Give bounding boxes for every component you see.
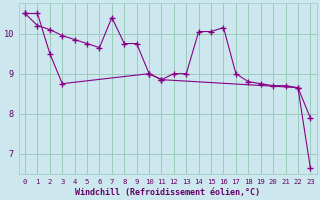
X-axis label: Windchill (Refroidissement éolien,°C): Windchill (Refroidissement éolien,°C) xyxy=(75,188,260,197)
